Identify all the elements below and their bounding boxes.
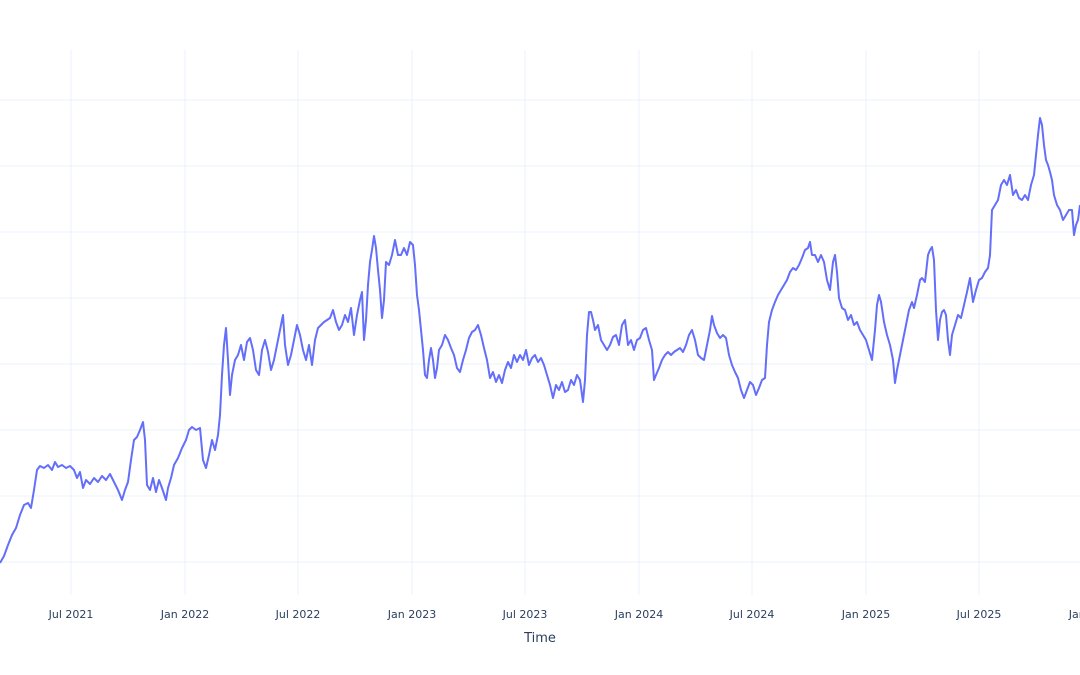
- x-tick-label: Jul 2022: [275, 608, 321, 621]
- x-tick-label: Jul 2021: [48, 608, 94, 621]
- x-tick-label: Jul 2025: [956, 608, 1002, 621]
- x-tick-label: Jan 2023: [387, 608, 436, 621]
- x-tick-label: Jan 2026: [1068, 608, 1080, 621]
- gridlines: [0, 50, 1080, 595]
- x-tick-label: Jul 2024: [729, 608, 775, 621]
- x-axis-title: Time: [523, 631, 556, 646]
- data-line: [0, 117, 1080, 564]
- x-tick-label: Jan 2024: [614, 608, 663, 621]
- x-axis-ticks: Jul 2021 Jan 2022 Jul 2022 Jan 2023 Jul 2023…: [48, 608, 1080, 621]
- x-tick-label: Jan 2025: [841, 608, 890, 621]
- x-tick-label: Jan 2022: [160, 608, 209, 621]
- plot-area: [0, 117, 1080, 564]
- x-tick-label: Jul 2023: [502, 608, 548, 621]
